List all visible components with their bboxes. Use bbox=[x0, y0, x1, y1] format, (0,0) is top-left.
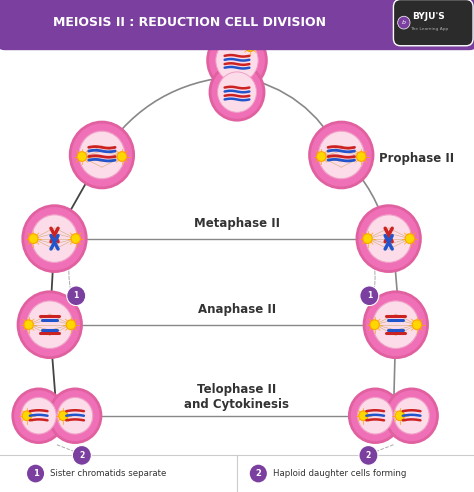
Circle shape bbox=[28, 234, 38, 244]
Circle shape bbox=[218, 72, 256, 112]
Circle shape bbox=[398, 16, 410, 29]
Circle shape bbox=[57, 398, 93, 434]
Circle shape bbox=[71, 234, 81, 244]
Circle shape bbox=[359, 411, 368, 421]
Text: Telophase II
and Cytokinesis: Telophase II and Cytokinesis bbox=[184, 383, 290, 411]
Circle shape bbox=[49, 389, 101, 443]
Circle shape bbox=[70, 122, 134, 188]
Circle shape bbox=[66, 320, 76, 330]
Circle shape bbox=[79, 131, 125, 179]
Text: Sister chromatids separate: Sister chromatids separate bbox=[50, 469, 166, 478]
Circle shape bbox=[216, 38, 258, 82]
Circle shape bbox=[370, 320, 379, 330]
Circle shape bbox=[412, 320, 422, 330]
Circle shape bbox=[317, 152, 326, 161]
Circle shape bbox=[373, 301, 419, 348]
Text: 2: 2 bbox=[366, 451, 371, 460]
Text: BYJU'S: BYJU'S bbox=[412, 12, 446, 21]
Circle shape bbox=[366, 215, 411, 262]
Circle shape bbox=[59, 411, 68, 421]
Circle shape bbox=[210, 64, 264, 120]
Text: 1: 1 bbox=[73, 291, 79, 300]
Circle shape bbox=[349, 389, 401, 443]
Circle shape bbox=[356, 152, 366, 161]
Text: Metaphase II: Metaphase II bbox=[194, 217, 280, 230]
Circle shape bbox=[359, 446, 378, 465]
Circle shape bbox=[13, 389, 64, 443]
Text: b: b bbox=[402, 20, 406, 25]
Circle shape bbox=[246, 42, 255, 52]
Circle shape bbox=[22, 411, 32, 421]
Circle shape bbox=[27, 301, 73, 348]
Circle shape bbox=[360, 286, 379, 306]
Circle shape bbox=[319, 131, 364, 179]
Text: 2: 2 bbox=[79, 451, 84, 460]
Circle shape bbox=[405, 234, 415, 244]
Circle shape bbox=[117, 152, 127, 161]
Text: Haploid daughter cells forming: Haploid daughter cells forming bbox=[273, 469, 406, 478]
Circle shape bbox=[364, 292, 428, 358]
Circle shape bbox=[77, 152, 87, 161]
Circle shape bbox=[310, 122, 373, 188]
Circle shape bbox=[73, 446, 91, 465]
Circle shape bbox=[386, 389, 438, 443]
Text: MEIOSIS II : REDUCTION CELL DIVISION: MEIOSIS II : REDUCTION CELL DIVISION bbox=[53, 16, 326, 29]
Circle shape bbox=[395, 411, 405, 421]
Circle shape bbox=[363, 234, 372, 244]
Circle shape bbox=[394, 398, 429, 434]
Text: The Learning App: The Learning App bbox=[410, 27, 448, 31]
Text: 1: 1 bbox=[33, 469, 38, 478]
FancyBboxPatch shape bbox=[0, 0, 474, 50]
Text: 1: 1 bbox=[367, 291, 372, 300]
Circle shape bbox=[23, 206, 86, 272]
Text: Prophase II: Prophase II bbox=[380, 152, 455, 164]
Circle shape bbox=[24, 320, 33, 330]
Text: 2: 2 bbox=[255, 469, 261, 478]
Circle shape bbox=[27, 464, 44, 482]
Circle shape bbox=[208, 30, 266, 91]
Circle shape bbox=[357, 206, 420, 272]
Text: Anaphase II: Anaphase II bbox=[198, 303, 276, 316]
Circle shape bbox=[32, 215, 77, 262]
Circle shape bbox=[67, 286, 86, 306]
Circle shape bbox=[250, 464, 267, 482]
FancyBboxPatch shape bbox=[393, 0, 473, 46]
Circle shape bbox=[357, 398, 393, 434]
Circle shape bbox=[21, 398, 56, 434]
Circle shape bbox=[18, 292, 82, 358]
